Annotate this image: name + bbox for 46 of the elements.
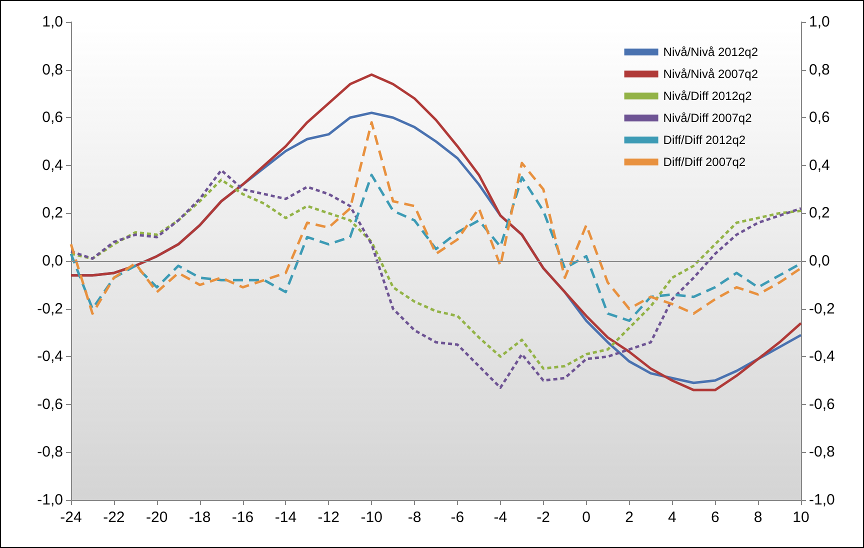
y-tick-label: 0,0 (42, 252, 63, 270)
x-tick-label: -20 (146, 509, 168, 526)
y2-tick-label: -0,2 (809, 300, 835, 318)
x-tick-label: -4 (494, 509, 508, 526)
x-tick-label: -12 (318, 509, 340, 526)
legend-label: Diff/Diff 2007q2 (663, 155, 746, 169)
legend-label: Diff/Diff 2012q2 (663, 133, 746, 147)
x-tick-label: -8 (408, 509, 422, 526)
y2-tick-label: -0,8 (809, 444, 835, 461)
y2-tick-label: -0,4 (809, 348, 835, 366)
x-tick-label: 8 (754, 509, 762, 526)
x-tick-label: -22 (103, 509, 125, 526)
y-tick-label: -1,0 (37, 492, 63, 508)
y2-tick-label: 0,0 (809, 252, 830, 270)
x-tick-label: -16 (232, 509, 254, 526)
y-tick-label: 0,6 (42, 109, 63, 126)
y-tick-label: 0,2 (42, 204, 63, 222)
y-tick-label: 0,8 (42, 61, 63, 78)
y2-tick-label: 0,4 (809, 156, 830, 174)
y-tick-label: 0,4 (42, 156, 63, 174)
y-tick-label: 1,0 (42, 14, 63, 30)
x-tick-label: 0 (582, 509, 590, 526)
x-tick-label: 10 (792, 509, 810, 526)
x-tick-label: -2 (536, 509, 550, 526)
y2-tick-label: 1,0 (809, 14, 830, 30)
legend-label: Nivå/Nivå 2012q2 (663, 45, 758, 59)
legend-label: Nivå/Nivå 2007q2 (663, 67, 758, 81)
y2-tick-label: -0,6 (809, 396, 835, 413)
x-tick-label: -10 (360, 509, 382, 526)
y-tick-label: -0,8 (37, 444, 63, 461)
x-tick-label: -24 (60, 509, 82, 526)
y2-tick-label: -1,0 (809, 492, 835, 508)
y2-tick-label: 0,2 (809, 204, 830, 222)
y-tick-label: -0,6 (37, 396, 63, 413)
x-tick-label: -14 (274, 509, 297, 526)
x-tick-label: 4 (668, 509, 676, 526)
x-tick-label: -6 (450, 509, 464, 526)
x-tick-label: -18 (188, 509, 211, 526)
y2-tick-label: 0,8 (809, 61, 830, 78)
legend-label: Nivå/Diff 2012q2 (663, 89, 752, 103)
y2-tick-label: 0,6 (809, 109, 830, 126)
legend-label: Nivå/Diff 2007q2 (663, 111, 752, 125)
y-tick-label: -0,4 (37, 348, 63, 366)
y-tick-label: -0,2 (37, 300, 63, 318)
x-tick-label: 6 (710, 509, 720, 526)
x-tick-label: 2 (625, 509, 634, 526)
